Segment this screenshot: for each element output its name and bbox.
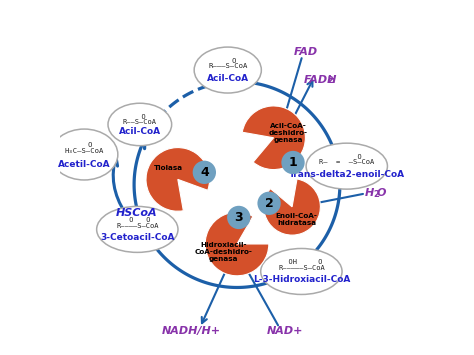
Text: R—————S—CoA: R—————S—CoA: [278, 265, 325, 271]
Text: O: O: [332, 154, 362, 160]
Wedge shape: [146, 148, 210, 211]
Text: H: H: [365, 189, 374, 198]
Circle shape: [282, 151, 305, 174]
Text: 2: 2: [328, 76, 334, 86]
Text: R—  =  —S—CoA: R— = —S—CoA: [319, 159, 374, 165]
Text: Acil-CoA-
deshidro-
genasa: Acil-CoA- deshidro- genasa: [268, 122, 308, 143]
Text: O: O: [75, 142, 93, 148]
Text: O: O: [376, 189, 386, 198]
Text: H₃C—S—CoA: H₃C—S—CoA: [64, 148, 104, 154]
Text: FADH: FADH: [303, 75, 337, 85]
Text: R————S—CoA: R————S—CoA: [116, 223, 159, 229]
Circle shape: [192, 161, 216, 184]
Text: 4: 4: [200, 166, 209, 179]
Text: Acetil-CoA: Acetil-CoA: [58, 160, 110, 169]
Text: NAD+: NAD+: [266, 326, 303, 336]
Ellipse shape: [261, 248, 342, 294]
Text: Trans-delta2-enoil-CoA: Trans-delta2-enoil-CoA: [289, 170, 405, 179]
Text: O   O: O O: [125, 217, 150, 223]
Text: O: O: [134, 114, 146, 120]
Text: Acil-CoA: Acil-CoA: [119, 127, 161, 136]
Text: 3-Cetoacil-CoA: 3-Cetoacil-CoA: [100, 233, 174, 242]
Text: R———S—CoA: R———S—CoA: [208, 63, 247, 69]
Text: HSCoA: HSCoA: [115, 208, 157, 218]
Ellipse shape: [108, 103, 172, 146]
Text: Acil-CoA: Acil-CoA: [207, 73, 249, 83]
Ellipse shape: [51, 129, 118, 180]
Text: 3: 3: [235, 211, 243, 224]
Ellipse shape: [97, 206, 178, 252]
Text: L-3-Hidroxiacil-CoA: L-3-Hidroxiacil-CoA: [253, 275, 350, 284]
Text: Tiolasa: Tiolasa: [154, 165, 182, 171]
Ellipse shape: [306, 143, 387, 189]
Wedge shape: [205, 212, 269, 276]
Wedge shape: [242, 106, 305, 170]
Circle shape: [227, 206, 250, 229]
Text: R——S—CoA: R——S—CoA: [123, 119, 157, 125]
Text: O: O: [219, 58, 237, 64]
Circle shape: [257, 192, 281, 215]
Text: 1: 1: [289, 156, 297, 169]
Wedge shape: [264, 179, 320, 235]
Text: NADH/H+: NADH/H+: [162, 326, 220, 336]
Text: OH     O: OH O: [280, 260, 323, 266]
Text: 2: 2: [373, 190, 379, 198]
Text: Hidroxiacil-
CoA-deshidro-
genasa: Hidroxiacil- CoA-deshidro- genasa: [195, 242, 253, 262]
Text: FAD: FAD: [294, 47, 318, 57]
Text: Enoil-CoA-
hidratasa: Enoil-CoA- hidratasa: [276, 213, 318, 226]
Text: 2: 2: [264, 197, 273, 210]
Ellipse shape: [194, 47, 261, 93]
